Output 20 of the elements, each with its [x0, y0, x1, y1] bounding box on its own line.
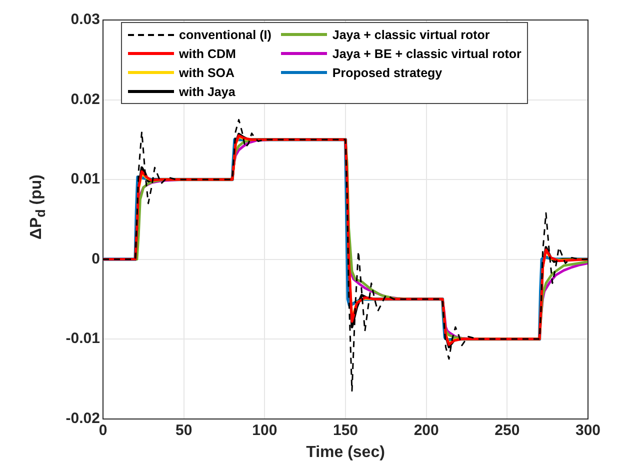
- x-axis-title: Time (sec): [306, 444, 385, 461]
- y-tick-label: 0.02: [70, 90, 100, 108]
- legend-label: Jaya + BE + classic virtual rotor: [332, 46, 522, 60]
- x-tick-label: 100: [252, 422, 278, 439]
- x-tick-label: 150: [332, 422, 358, 439]
- legend-label: Jaya + classic virtual rotor: [332, 28, 490, 42]
- legend-label: with Jaya: [179, 84, 236, 98]
- legend-label: with SOA: [179, 66, 235, 80]
- x-tick-label: 250: [494, 422, 520, 439]
- y-tick-label: -0.02: [66, 410, 100, 427]
- x-tick-label: 300: [575, 422, 601, 439]
- x-tick-label: 50: [175, 422, 192, 439]
- y-tick-label: -0.01: [66, 330, 100, 348]
- y-tick-label: 0.03: [70, 11, 100, 28]
- legend-label: with CDM: [179, 46, 236, 60]
- y-tick-label: 0.01: [70, 170, 100, 188]
- legend-label: Proposed strategy: [332, 66, 442, 80]
- y-tick-label: 0: [92, 250, 100, 268]
- x-tick-label: 200: [414, 422, 439, 439]
- legend-label: conventional (I): [179, 28, 272, 42]
